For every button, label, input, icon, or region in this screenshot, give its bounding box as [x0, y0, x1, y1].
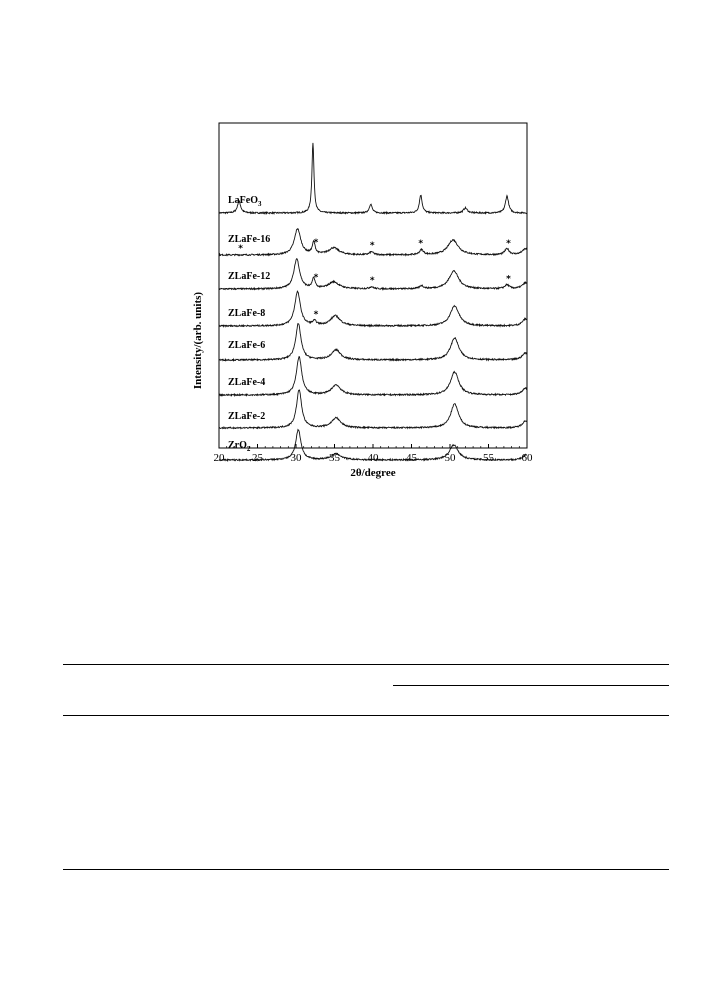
- series-line-zlafe-6: [218, 322, 528, 363]
- impurity-star-marker: *: [370, 276, 375, 286]
- x-tick-label: 20: [214, 452, 226, 464]
- x-axis-title: 2θ/degree: [350, 467, 395, 479]
- series-line-zlafe-2: [218, 389, 528, 430]
- table-top-rule: [63, 664, 669, 665]
- series-line-zlafe-16: [218, 228, 528, 257]
- x-tick-label: 50: [445, 452, 457, 464]
- x-axis-ticks: 20 25 30 35 40 45 50 55 60: [214, 444, 534, 464]
- x-tick-label: 60: [522, 452, 534, 464]
- impurity-star-marker: *: [506, 239, 511, 249]
- y-axis-title: Intensity/(arb. units): [192, 292, 204, 390]
- x-tick-label: 45: [406, 452, 418, 464]
- series-label: ZLaFe-4: [228, 377, 265, 388]
- series-traces: [218, 142, 528, 463]
- series-line-zlafe-12: [218, 258, 528, 291]
- impurity-star-marker: *: [314, 238, 319, 248]
- series-label: ZLaFe-12: [228, 271, 270, 282]
- x-tick-label: 30: [291, 452, 303, 464]
- series-label: ZLaFe-2: [228, 411, 265, 422]
- impurity-star-marker: *: [314, 273, 319, 283]
- table-header-rule: [63, 715, 669, 716]
- x-tick-label: 25: [252, 452, 264, 464]
- xrd-chart: 20 25 30 35 40 45 50 55 60 LaFeO3 ZLaFe-16 * * * * * ZL…: [185, 115, 545, 495]
- series-line-zro2: [218, 428, 528, 463]
- series-label: ZrO2: [228, 440, 251, 453]
- impurity-star-marker: *: [238, 244, 243, 254]
- impurity-star-marker: *: [506, 274, 511, 284]
- series-line-lafeo3: [218, 142, 528, 216]
- x-tick-label: 35: [329, 452, 341, 464]
- series-line-zlafe-8: [218, 290, 528, 328]
- impurity-star-marker: *: [370, 241, 375, 251]
- x-tick-label: 40: [368, 452, 380, 464]
- table-subheader-rule: [393, 685, 669, 686]
- series-label: ZLaFe-16: [228, 234, 270, 245]
- table-bottom-rule: [63, 869, 669, 870]
- series-label: ZLaFe-6: [228, 340, 265, 351]
- series-label: LaFeO3: [228, 195, 262, 208]
- series-line-zlafe-4: [218, 355, 528, 398]
- impurity-star-marker: *: [314, 310, 319, 320]
- x-tick-label: 55: [483, 452, 495, 464]
- impurity-star-marker: *: [418, 239, 423, 249]
- series-label: ZLaFe-8: [228, 308, 265, 319]
